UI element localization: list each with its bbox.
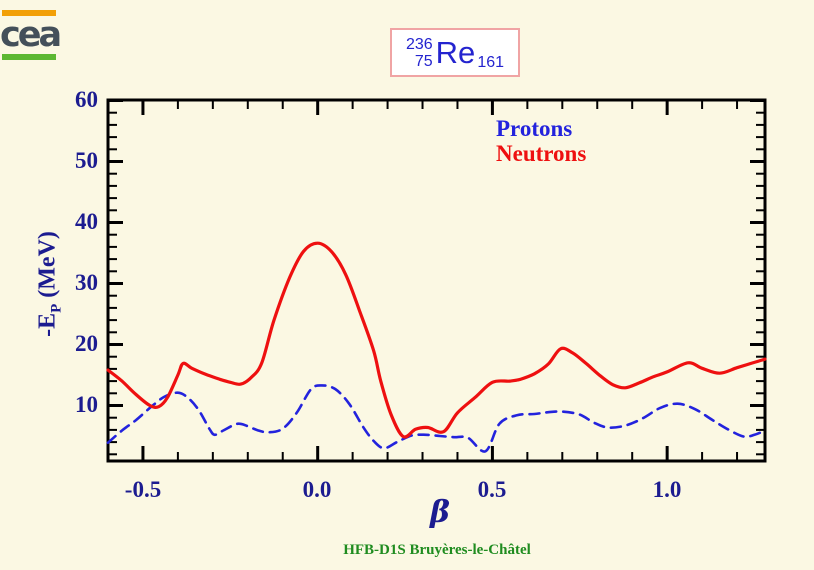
nuclide-label-box: 236 75 Re 161 <box>390 28 520 77</box>
footer-credit: HFB-D1S Bruyères-le-Châtel <box>343 542 531 558</box>
y-axis-label-suffix: (MeV) <box>34 231 61 304</box>
x-tick-label-05: 0.5 <box>477 477 507 502</box>
y-axis-label-subscript: P <box>48 303 65 313</box>
legend-protons-label: Protons <box>496 116 573 141</box>
series-neutrons-curve <box>106 241 767 439</box>
y-axis-label: -EP (MeV) <box>35 231 66 337</box>
cea-logo-top-bar <box>2 10 56 16</box>
legend-neutrons-label: Neutrons <box>496 141 587 166</box>
cea-logo: cea <box>0 10 62 60</box>
nuclide-neutron-number: 161 <box>477 54 505 71</box>
nuclide-symbol: Re <box>435 34 476 70</box>
x-tick-label-neg05: -0.5 <box>124 477 162 502</box>
nuclide-proton-number: 75 <box>414 52 433 70</box>
chart-legend: Protons Neutrons <box>496 116 586 166</box>
y-tick-label-50: 50 <box>75 148 98 173</box>
series-protons-curve <box>106 384 767 453</box>
y-tick-label-20: 20 <box>75 331 98 356</box>
x-axis-label: β <box>430 495 450 530</box>
x-tick-label-00: 0.0 <box>302 477 332 502</box>
cea-logo-bottom-bar <box>2 54 56 60</box>
y-tick-label-40: 40 <box>75 209 98 234</box>
nuclide-az-stack: 236 75 <box>406 36 433 70</box>
nuclide-mass-number: 236 <box>405 35 433 53</box>
y-axis-label-prefix: -E <box>34 312 61 337</box>
cea-logo-text: cea <box>0 15 62 55</box>
x-tick-label-10: 1.0 <box>652 477 682 502</box>
y-tick-label-30: 30 <box>75 270 98 295</box>
y-tick-label-60: 60 <box>75 87 98 112</box>
y-tick-label-10: 10 <box>75 392 98 417</box>
